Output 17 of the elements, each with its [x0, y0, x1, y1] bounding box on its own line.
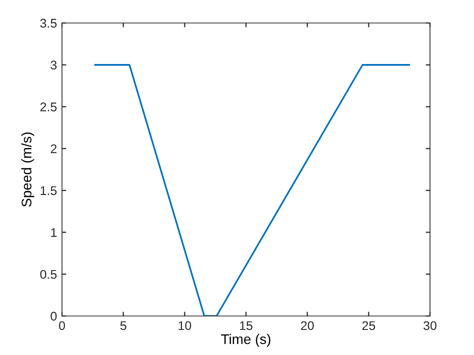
y-tick-label: 0.5: [40, 270, 57, 279]
y-tick-label: 3: [50, 60, 57, 70]
y-tick-label: 1.5: [40, 186, 57, 196]
x-axis-title: Time (s): [221, 334, 270, 347]
x-tick-label: 0: [59, 321, 65, 330]
y-tick-label: 2.5: [40, 102, 57, 112]
y-axis-title: Speed (m/s): [21, 132, 34, 207]
y-tick-label: 2: [50, 144, 57, 154]
x-tick-label: 5: [120, 321, 126, 330]
x-tick-label: 10: [178, 321, 192, 330]
y-tick-label: 0: [50, 312, 57, 321]
x-tick-label: 15: [240, 321, 252, 330]
y-tick-label: 3.5: [40, 18, 57, 28]
x-tick-label: 20: [301, 321, 314, 330]
x-tick-label: 30: [424, 321, 436, 330]
y-tick-label: 1: [51, 228, 57, 237]
x-tick-label: 25: [362, 321, 376, 330]
